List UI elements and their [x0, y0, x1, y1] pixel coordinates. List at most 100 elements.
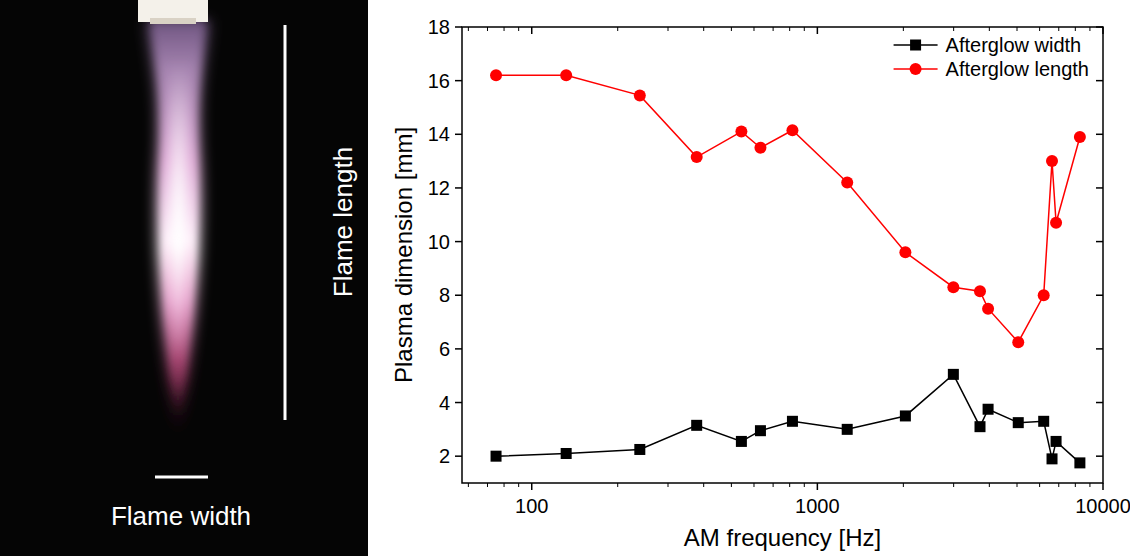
x-minor-tick	[617, 483, 618, 487]
data-point	[561, 448, 572, 459]
x-minor-tick	[989, 483, 990, 487]
x-tick	[531, 27, 533, 34]
x-minor-tick	[703, 27, 704, 31]
y-tick	[455, 80, 462, 82]
y-tick-label: 16	[428, 70, 450, 92]
x-minor-tick	[468, 27, 469, 31]
annotation: Flame width	[111, 501, 251, 531]
data-point	[1051, 436, 1062, 447]
series-line	[496, 75, 1080, 342]
x-minor-tick	[953, 483, 954, 487]
data-area	[490, 69, 1086, 468]
x-minor-tick	[731, 483, 732, 487]
data-point	[755, 425, 766, 436]
x-minor-tick	[1089, 27, 1090, 31]
x-tick	[1102, 27, 1104, 34]
data-point	[947, 281, 959, 293]
y-tick	[455, 187, 462, 189]
y-tick	[455, 294, 462, 296]
figure: Flame lengthFlame width10010001000024681…	[0, 0, 1130, 556]
data-point	[560, 69, 572, 81]
data-point	[754, 142, 766, 154]
x-minor-tick	[504, 27, 505, 31]
annotation: Flame length	[328, 147, 358, 297]
data-point	[974, 421, 985, 432]
y-tick	[455, 241, 462, 243]
x-minor-tick	[487, 483, 488, 487]
x-tick	[817, 27, 819, 34]
x-minor-tick	[903, 27, 904, 31]
x-minor-tick	[668, 483, 669, 487]
x-minor-tick	[789, 27, 790, 31]
data-point	[974, 285, 986, 297]
x-minor-tick	[773, 27, 774, 31]
data-point	[842, 424, 853, 435]
y-tick-label: 10	[428, 231, 450, 253]
photo-background	[0, 0, 322, 556]
legend-label: Afterglow width	[946, 34, 1082, 56]
flame-glow	[146, 20, 210, 440]
y-tick	[455, 455, 462, 457]
x-minor-tick	[703, 483, 704, 487]
photo-background	[322, 0, 368, 556]
x-minor-tick	[518, 483, 519, 487]
y-tick-label: 14	[428, 123, 450, 145]
x-minor-tick	[1089, 483, 1090, 487]
x-minor-tick	[953, 27, 954, 31]
y-tick-label: 12	[428, 177, 450, 199]
y-tick	[1096, 26, 1103, 28]
x-minor-tick	[1017, 483, 1018, 487]
y-tick	[1096, 134, 1103, 136]
y-tick	[1096, 402, 1103, 404]
data-point	[1047, 453, 1058, 464]
x-minor-tick	[1075, 483, 1076, 487]
y-tick-label: 18	[428, 16, 450, 38]
x-tick	[531, 483, 533, 490]
photo: Flame length Flame width	[0, 0, 368, 556]
data-point	[1013, 417, 1024, 428]
y-axis-title: Plasma dimension [mm]	[390, 127, 417, 383]
x-tick-label: 10000	[1075, 495, 1130, 517]
x-tick	[817, 483, 819, 490]
data-point	[1038, 416, 1049, 427]
y-tick	[1096, 241, 1103, 243]
y-tick	[1096, 348, 1103, 350]
flame	[150, 20, 206, 420]
data-point	[983, 404, 994, 415]
data-point	[691, 420, 702, 431]
y-tick	[455, 402, 462, 404]
data-point	[1038, 289, 1050, 301]
flame-length-line	[284, 25, 287, 420]
data-point	[841, 177, 853, 189]
x-minor-tick	[487, 27, 488, 31]
legend-label: Afterglow length	[946, 58, 1089, 80]
data-point	[736, 436, 747, 447]
data-point	[899, 246, 911, 258]
y-tick	[455, 134, 462, 136]
x-minor-tick	[1075, 27, 1076, 31]
y-tick	[455, 26, 462, 28]
data-point	[691, 151, 703, 163]
data-point	[1012, 336, 1024, 348]
x-minor-tick	[903, 483, 904, 487]
y-tick	[1096, 80, 1103, 82]
data-point	[491, 451, 502, 462]
plot-frame	[462, 27, 1103, 483]
x-minor-tick	[1058, 483, 1059, 487]
electrode-tip	[150, 18, 196, 24]
x-minor-tick	[753, 483, 754, 487]
data-point	[634, 89, 646, 101]
data-point	[1046, 155, 1058, 167]
x-tick	[1102, 483, 1104, 490]
data-point	[1050, 217, 1062, 229]
x-minor-tick	[1017, 27, 1018, 31]
legend-marker	[910, 40, 921, 51]
y-tick	[455, 348, 462, 350]
data-point	[787, 416, 798, 427]
data-point	[786, 124, 798, 136]
data-point	[982, 303, 994, 315]
y-tick	[1096, 294, 1103, 296]
x-minor-tick	[731, 27, 732, 31]
x-minor-tick	[804, 483, 805, 487]
y-tick-label: 6	[439, 338, 450, 360]
